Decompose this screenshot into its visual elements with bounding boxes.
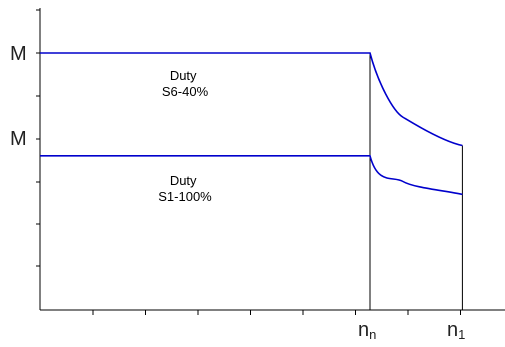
series-line-0 <box>40 52 463 147</box>
x-tick-label-nn: nn <box>358 319 376 342</box>
y-tick-label-lower: M <box>10 128 27 150</box>
y-tick-label-upper: M <box>10 43 27 65</box>
speed-markers <box>369 53 463 310</box>
annotation-s6: Duty S6-40% <box>162 68 209 99</box>
series-curves <box>40 52 463 196</box>
annotation-s1: Duty S1-100% <box>158 173 212 204</box>
axis-ticks <box>36 9 461 315</box>
x-tick-label-n1: n1 <box>447 319 465 342</box>
series-line-1 <box>40 155 463 196</box>
